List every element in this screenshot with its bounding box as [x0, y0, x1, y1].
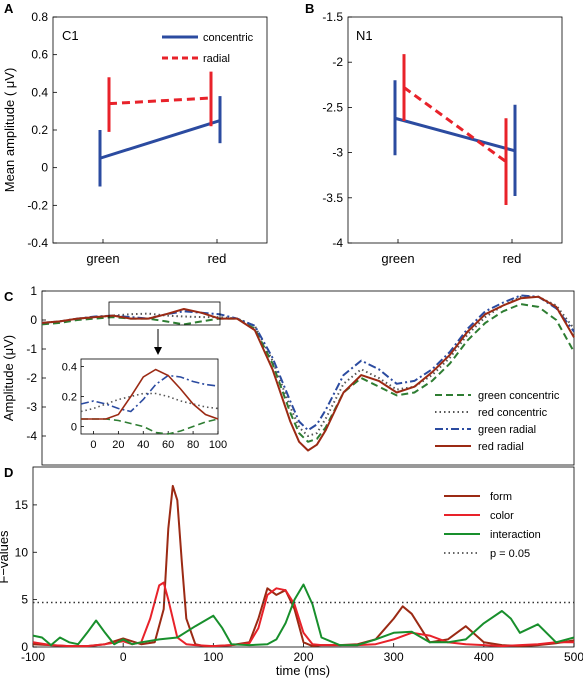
- panel-a-label: A: [4, 1, 14, 16]
- legend-color: color: [490, 510, 514, 522]
- panel-c-ytick-label: -2: [26, 371, 37, 385]
- inset-xtick-label: 60: [162, 439, 174, 451]
- panel-c-ytick-label: 0: [30, 313, 37, 327]
- panel-d-xtick-label: 200: [293, 650, 313, 664]
- inset-xtick-label: 0: [90, 439, 96, 451]
- panel-a-ytick-label: 0.6: [31, 48, 48, 62]
- panel-d-ytick-label: 10: [15, 545, 29, 559]
- panel-a-title: C1: [62, 28, 79, 43]
- panel-c-ytick-label: 1: [30, 284, 37, 298]
- legend-form: form: [490, 491, 512, 503]
- panel-d-xtick-label: 300: [384, 650, 404, 664]
- inset-series-red-concentric: [80, 392, 219, 413]
- panel-a-ytick-label: -0.4: [27, 236, 48, 250]
- panel-d-xlabel: time (ms): [276, 663, 330, 678]
- panel-b: N1 -4 -3.5 -3 -2.5 -2 -1.5 green red: [322, 10, 563, 266]
- panel-a-series-concentric: [99, 119, 221, 160]
- panel-b-ytick-label: -3: [332, 146, 343, 160]
- inset-xtick-label: 100: [209, 439, 227, 451]
- panel-a-xtick-label: red: [208, 251, 227, 266]
- panel-a-ylabel: Mean amplitude ( μV): [2, 68, 17, 193]
- panel-c-ytick-label: -1: [26, 342, 37, 356]
- panel-c: Amplitude (μV) 1 0 -1 -2 -3 -4 0.4 0.2 0 0 20 40 6…: [1, 284, 575, 466]
- panel-b-ytick-label: -3.5: [322, 191, 343, 205]
- inset-series-red-radial: [81, 368, 219, 420]
- inset-ytick-label: 0: [71, 422, 77, 434]
- panel-d-series-interaction: [32, 583, 575, 647]
- legend-interaction: interaction: [490, 529, 541, 541]
- inset-ytick-label: 0.4: [62, 362, 77, 374]
- panel-d-label: D: [4, 465, 13, 480]
- panel-c-ytick-label: -4: [26, 429, 37, 443]
- inset-ytick-label: 0.2: [62, 392, 77, 404]
- zoom-box: [108, 301, 221, 326]
- panel-b-title: N1: [356, 28, 373, 43]
- legend-red-concentric: red concentric: [478, 407, 548, 419]
- panel-d-ytick-label: 15: [15, 498, 29, 512]
- panel-d-xtick-label: 500: [564, 650, 583, 664]
- panel-d-ytick-label: 5: [21, 593, 28, 607]
- inset-series-green-radial: [80, 374, 219, 413]
- panel-a-ytick-label: -0.2: [27, 198, 48, 212]
- inset-xtick-label: 40: [137, 439, 149, 451]
- inset-xtick-label: 20: [112, 439, 124, 451]
- panel-c-series-green-concentric: [41, 303, 575, 443]
- panel-a-ytick-label: 0: [41, 161, 48, 175]
- legend-radial: radial: [203, 53, 230, 65]
- panel-b-ytick-label: -2.5: [322, 100, 343, 114]
- panel-d-xtick-label: -100: [21, 650, 45, 664]
- legend-concentric: concentric: [203, 32, 254, 44]
- panel-a: C1 Mean amplitude ( μV) -0.4 -0.2 0 0.2 0.4 0…: [2, 10, 268, 266]
- panel-a-ytick-label: 0.4: [31, 85, 48, 99]
- panel-a-legend: concentric radial: [162, 32, 254, 65]
- panel-c-series-red-concentric: [41, 295, 575, 437]
- panel-d-xtick-label: 400: [474, 650, 494, 664]
- inset-chart: 0.4 0.2 0 0 20 40 60 80 100: [62, 358, 227, 451]
- panel-d-ytick-label: 0: [21, 640, 28, 654]
- legend-green-concentric: green concentric: [478, 390, 560, 402]
- panel-b-series-concentric: [394, 116, 516, 153]
- panel-b-series-radial: [403, 86, 507, 163]
- panel-c-legend: green concentric red concentric green ra…: [435, 390, 560, 453]
- panel-b-ytick-label: -4: [332, 236, 343, 250]
- panel-a-ytick-label: 0.2: [31, 123, 48, 137]
- panel-a-ytick-label: 0.8: [31, 10, 48, 24]
- legend-p05: p = 0.05: [490, 548, 530, 560]
- panel-b-ytick-label: -2: [332, 55, 343, 69]
- panel-b-ytick-label: -1.5: [322, 10, 343, 24]
- legend-red-radial: red radial: [478, 441, 524, 453]
- panel-b-label: B: [305, 1, 314, 16]
- panel-d-xtick-label: 0: [120, 650, 127, 664]
- panel-c-label: C: [4, 289, 14, 304]
- panel-a-series-radial: [108, 96, 212, 106]
- panel-d-xtick-label: 100: [203, 650, 223, 664]
- legend-green-radial: green radial: [478, 424, 536, 436]
- panel-b-xtick-label: red: [503, 251, 522, 266]
- panel-c-ytick-label: -3: [26, 400, 37, 414]
- panel-c-series-green-radial: [41, 294, 575, 432]
- panel-c-ylabel: Amplitude (μV): [1, 335, 16, 421]
- panel-a-xtick-label: green: [86, 251, 119, 266]
- panel-c-series-red-radial: [41, 295, 575, 452]
- panel-d-legend: form color interaction p = 0.05: [444, 491, 541, 560]
- inset-xtick-label: 80: [187, 439, 199, 451]
- panel-d-ylabel: F−values: [0, 530, 11, 584]
- panel-b-xtick-label: green: [381, 251, 414, 266]
